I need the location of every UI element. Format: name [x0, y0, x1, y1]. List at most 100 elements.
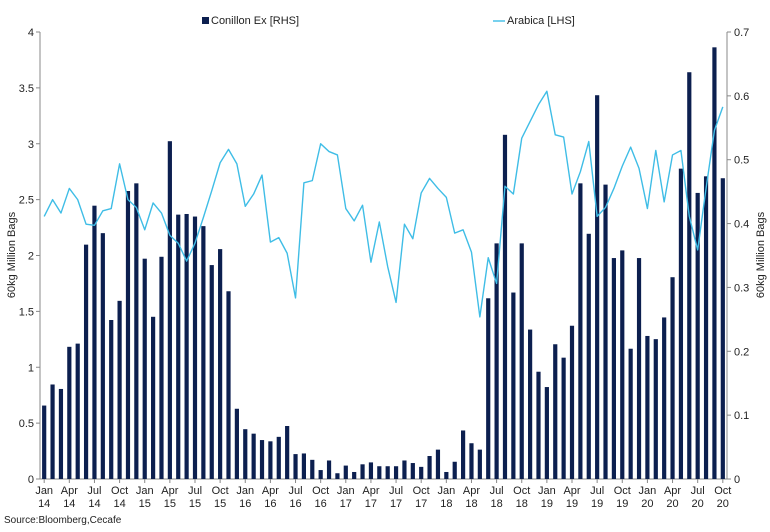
- conillon-bar: [595, 95, 600, 479]
- x-tick-label: Apr 17: [362, 485, 379, 510]
- conillon-bar: [561, 357, 566, 479]
- conillon-bar: [201, 226, 206, 479]
- arabica-line-group: [43, 90, 724, 318]
- conillon-bar: [67, 346, 72, 479]
- conillon-bar: [184, 213, 189, 480]
- conillon-bar: [293, 454, 298, 479]
- conillon-bar: [461, 430, 466, 479]
- conillon-bar: [486, 298, 491, 479]
- conillon-bars: [42, 47, 725, 480]
- conillon-bar: [50, 384, 55, 479]
- conillon-bar: [368, 462, 374, 479]
- conillon-bar: [259, 440, 265, 479]
- y-left-tick-label: 1: [28, 362, 34, 374]
- conillon-bar: [134, 183, 139, 479]
- x-tick-label: Oct 18: [513, 485, 530, 510]
- y-left-tick-label: 0: [28, 474, 34, 486]
- conillon-bar: [678, 168, 684, 479]
- conillon-bar: [360, 464, 365, 479]
- conillon-bar: [653, 339, 658, 479]
- x-tick-label: Apr 16: [262, 485, 279, 510]
- conillon-bar: [335, 473, 340, 479]
- conillon-bar: [645, 335, 650, 479]
- x-tick-label: Oct 19: [614, 485, 631, 510]
- conillon-bar: [636, 258, 642, 479]
- conillon-bar: [628, 348, 633, 479]
- y-right-tick-label: 0.6: [734, 91, 749, 103]
- x-tick-label: Apr 20: [664, 485, 681, 510]
- y-left-tick-label: 1.5: [19, 306, 34, 318]
- y-right-tick-label: 0.2: [734, 346, 749, 358]
- x-tick-label: Apr 15: [161, 485, 178, 510]
- conillon-bar: [343, 465, 348, 479]
- x-tick-label: Jan 19: [538, 485, 556, 510]
- legend-bar-label: Conillon Ex [RHS]: [211, 15, 299, 27]
- y-left-tick-label: 4: [28, 27, 34, 39]
- conillon-bar: [410, 463, 415, 479]
- y-right-tick-label: 0.1: [734, 410, 749, 422]
- conillon-bar: [352, 471, 357, 479]
- conillon-bar: [125, 191, 131, 479]
- conillon-bar: [92, 205, 97, 479]
- conillon-bar: [569, 325, 575, 479]
- conillon-bar: [83, 244, 89, 479]
- x-tick-label: Oct 14: [111, 485, 128, 510]
- conillon-bar: [477, 449, 482, 479]
- conillon-bar: [528, 329, 533, 479]
- y-left-tick-label: 2.5: [19, 195, 34, 207]
- x-tick-label: Jan 18: [437, 485, 455, 510]
- conillon-bar: [703, 176, 709, 479]
- conillon-bar: [427, 456, 432, 479]
- source-note: Source:Bloomberg,Cecafe: [4, 515, 122, 526]
- y-left-axis-title: 60kg Million Bags: [6, 211, 18, 298]
- conillon-bar: [662, 317, 667, 479]
- x-tick-label: Jan 14: [35, 485, 53, 510]
- conillon-bar: [326, 460, 332, 479]
- conillon-bar: [578, 183, 583, 479]
- x-tick-label: Jan 20: [639, 485, 657, 510]
- y-left-tick-label: 0.5: [19, 418, 34, 430]
- conillon-bar: [712, 47, 717, 479]
- x-tick-label: Apr 18: [463, 485, 480, 510]
- y-left-ticks: 0 0.5 1 1.5 2 2.5 3 3.5 4: [19, 27, 40, 486]
- y-right-ticks: 0 0.1 0.2 0.3 0.4 0.5 0.6 0.7: [727, 27, 749, 486]
- y-left-tick-label: 2: [28, 251, 34, 263]
- conillon-bar: [419, 466, 424, 479]
- conillon-bar: [251, 433, 256, 479]
- conillon-bar: [234, 408, 239, 479]
- conillon-bar: [435, 449, 441, 479]
- x-tick-label: Jan 17: [337, 485, 355, 510]
- conillon-bar: [720, 178, 725, 480]
- conillon-bar: [611, 258, 616, 479]
- x-tick-label: Jul 16: [288, 485, 302, 510]
- conillon-bar: [494, 243, 499, 479]
- y-right-tick-label: 0.4: [734, 219, 749, 231]
- x-tick-label: Jul 20: [691, 485, 705, 510]
- x-tick-label: Oct 17: [413, 485, 430, 510]
- conillon-bar: [176, 214, 181, 479]
- x-tick-label: Jul 19: [590, 485, 604, 510]
- conillon-bar: [310, 459, 315, 479]
- conillon-bar: [469, 443, 474, 479]
- y-right-tick-label: 0: [734, 474, 740, 486]
- x-tick-label: Oct 20: [714, 485, 731, 510]
- conillon-bar: [167, 141, 172, 479]
- conillon-bar: [695, 192, 700, 480]
- conillon-bar: [42, 405, 47, 479]
- x-tick-label: Jul 18: [490, 485, 504, 510]
- conillon-bar: [209, 265, 214, 479]
- legend: Conillon Ex [RHS] Arabica [LHS]: [202, 15, 575, 27]
- y-left-tick-label: 3: [28, 139, 34, 151]
- y-right-tick-label: 0.3: [734, 282, 749, 294]
- y-right-axis-title: 60kg Million Bags: [755, 211, 767, 298]
- conillon-bar: [318, 470, 323, 479]
- conillon-bar: [75, 343, 80, 479]
- x-tick-label: Oct 16: [312, 485, 329, 510]
- conillon-bar: [142, 258, 147, 479]
- conillon-bar: [117, 300, 122, 479]
- conillon-bar: [444, 471, 449, 479]
- conillon-bar: [452, 461, 457, 479]
- conillon-bar: [586, 233, 591, 479]
- conillon-bar: [603, 184, 608, 479]
- x-tick-label: Jul 17: [389, 485, 403, 510]
